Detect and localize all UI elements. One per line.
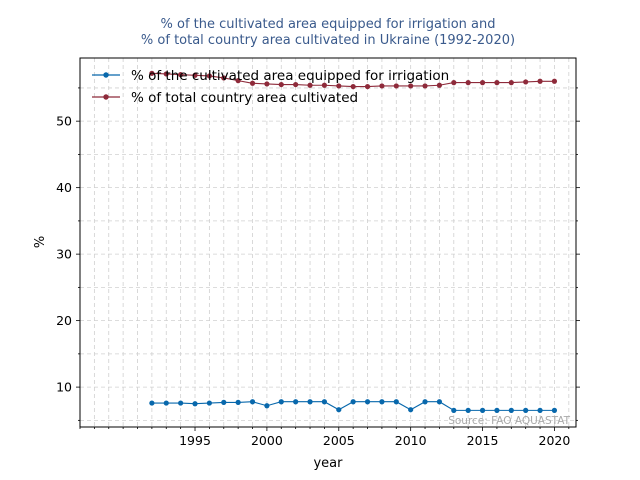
x-tick-label: 1995 xyxy=(179,433,211,448)
data-point-0-2016 xyxy=(494,407,500,413)
data-point-1-1997 xyxy=(221,75,227,81)
data-point-0-2015 xyxy=(479,407,486,413)
data-point-1-2014 xyxy=(465,80,471,86)
y-tick-label: 20 xyxy=(56,313,72,328)
y-tick-label: 30 xyxy=(56,247,72,262)
data-point-0-1992 xyxy=(149,400,155,406)
data-point-1-1993 xyxy=(163,71,169,77)
data-point-0-1997 xyxy=(221,399,227,405)
chart-title-line-1: % of the cultivated area equipped for ir… xyxy=(161,17,496,32)
y-tick-label: 10 xyxy=(56,380,72,395)
series xyxy=(149,70,558,413)
data-point-0-2020 xyxy=(551,407,558,413)
data-point-1-2000 xyxy=(264,81,270,87)
data-point-1-2003 xyxy=(307,82,313,88)
data-point-1-2004 xyxy=(321,82,328,88)
data-point-0-2006 xyxy=(350,399,356,405)
chart-title-line-2: % of total country area cultivated in Uk… xyxy=(141,33,515,48)
data-point-0-1998 xyxy=(235,399,241,405)
data-point-1-2006 xyxy=(350,83,356,90)
data-point-1-2010 xyxy=(408,83,414,89)
data-point-1-1992 xyxy=(149,70,155,76)
data-point-1-2020 xyxy=(551,78,558,84)
data-point-1-2015 xyxy=(479,80,486,86)
grid xyxy=(79,58,576,427)
data-point-1-2002 xyxy=(293,81,299,88)
data-point-1-2008 xyxy=(379,83,385,89)
data-point-1-2016 xyxy=(494,80,500,86)
data-point-1-1996 xyxy=(206,73,212,79)
data-point-1-2019 xyxy=(537,78,543,84)
data-point-1-2009 xyxy=(393,83,399,89)
data-point-0-2017 xyxy=(508,407,514,413)
data-point-0-2012 xyxy=(436,399,443,405)
axis-ticks: 1995 2000 2005 2010 2015 2020 10 20 30 40 50 xyxy=(56,87,580,448)
x-tick-label: 2015 xyxy=(467,433,499,448)
data-point-1-2017 xyxy=(508,80,514,86)
data-point-0-2008 xyxy=(379,399,385,405)
data-point-1-2005 xyxy=(336,83,342,89)
data-point-0-2003 xyxy=(307,399,313,405)
y-tick-label: 40 xyxy=(56,180,72,195)
data-point-0-2019 xyxy=(537,407,543,413)
plot-frame xyxy=(79,57,577,428)
data-point-1-1999 xyxy=(249,80,256,86)
y-tick-label: 50 xyxy=(56,114,72,129)
data-point-0-1994 xyxy=(178,400,184,406)
x-tick-label: 2005 xyxy=(323,433,355,448)
data-point-1-2018 xyxy=(523,79,529,85)
data-point-1-2001 xyxy=(278,81,284,88)
data-point-1-2012 xyxy=(436,82,443,88)
data-point-0-2018 xyxy=(523,407,529,413)
data-point-0-2014 xyxy=(465,407,471,413)
data-point-0-2004 xyxy=(321,399,328,405)
data-point-1-2013 xyxy=(451,80,457,86)
data-point-1-1994 xyxy=(178,72,184,78)
data-point-1-1995 xyxy=(192,72,198,78)
data-point-1-2007 xyxy=(364,83,371,90)
data-point-0-2011 xyxy=(422,399,428,405)
legend-marker-cultivated xyxy=(103,94,109,100)
legend: % of the cultivated area equipped for ir… xyxy=(92,68,449,106)
data-point-0-1995 xyxy=(192,401,198,407)
data-point-0-2010 xyxy=(408,407,414,413)
x-tick-label: 2020 xyxy=(539,433,571,448)
legend-label-irrigation: % of the cultivated area equipped for ir… xyxy=(131,68,449,84)
source-note: Source: FAO AQUASTAT xyxy=(448,415,570,427)
x-axis-label: year xyxy=(313,456,343,471)
data-point-0-2005 xyxy=(336,407,342,413)
data-point-0-1993 xyxy=(163,400,169,406)
data-point-0-2001 xyxy=(278,399,284,405)
data-point-0-2013 xyxy=(451,407,457,413)
data-point-1-1998 xyxy=(235,78,241,84)
x-tick-label: 2000 xyxy=(251,433,283,448)
data-point-0-1996 xyxy=(206,400,212,406)
data-point-0-2007 xyxy=(364,399,371,405)
legend-label-cultivated: % of total country area cultivated xyxy=(131,90,358,106)
data-point-0-1999 xyxy=(249,399,256,405)
x-tick-label: 2010 xyxy=(395,433,427,448)
y-axis-label: % xyxy=(33,236,48,248)
data-point-0-2000 xyxy=(264,403,270,409)
data-point-0-2009 xyxy=(393,399,399,405)
data-point-0-2002 xyxy=(293,399,299,405)
legend-marker-irrigation xyxy=(103,72,109,78)
data-point-1-2011 xyxy=(422,83,428,89)
